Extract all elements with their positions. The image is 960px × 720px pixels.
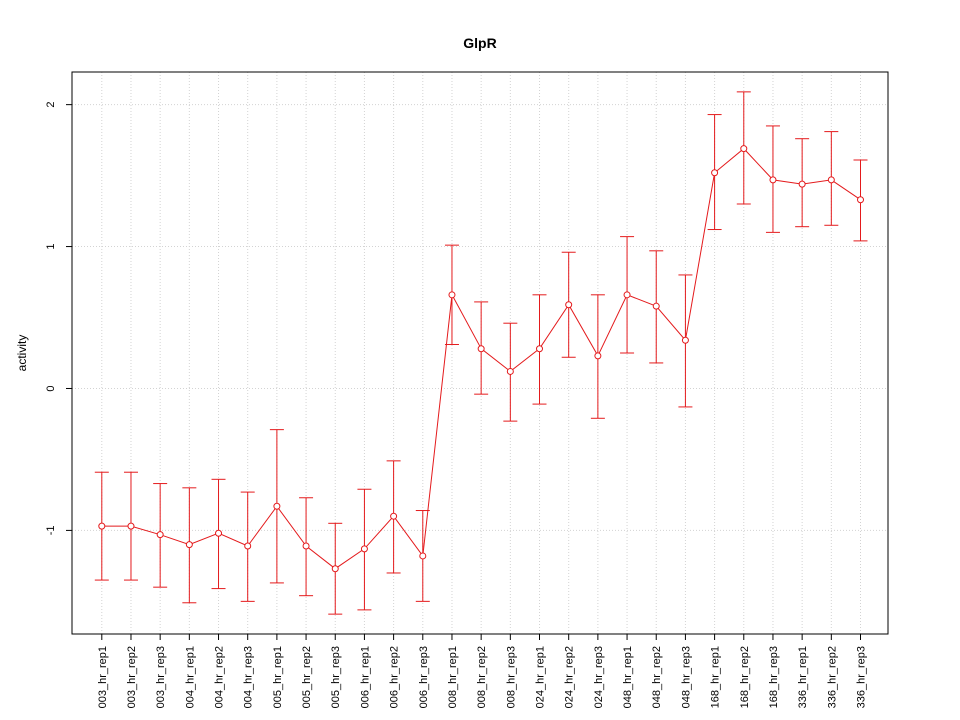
x-tick-label: 003_hr_rep2 <box>126 646 138 708</box>
data-point <box>98 522 106 530</box>
data-point <box>594 352 602 360</box>
data-point <box>156 531 164 539</box>
x-tick-label: 336_hr_rep1 <box>797 646 809 708</box>
y-tick-label: 2 <box>45 102 57 108</box>
y-axis-label: activity <box>15 335 29 372</box>
x-tick-label: 005_hr_rep3 <box>330 646 342 708</box>
data-point <box>419 552 427 560</box>
plot-frame <box>71 71 889 635</box>
data-point <box>857 196 864 204</box>
axis-layer: -1 0 1 2 003_hr_rep1 003_hr_rep2 003_hr_rep3 00… <box>45 102 868 709</box>
x-tick-label: 008_hr_rep1 <box>447 646 459 708</box>
x-tick-label: 168_hr_rep1 <box>710 646 722 708</box>
data-point <box>127 522 135 530</box>
data-point <box>273 502 281 510</box>
x-tick-label: 006_hr_rep1 <box>359 646 371 708</box>
data-point <box>798 180 806 188</box>
chart-title: GlpR <box>463 35 496 51</box>
data-point <box>769 176 777 184</box>
x-tick-label: 008_hr_rep2 <box>476 646 488 708</box>
x-tick-label: 048_hr_rep1 <box>622 646 634 708</box>
grid-layer <box>72 72 888 634</box>
data-point <box>711 169 719 177</box>
data-point <box>360 545 368 553</box>
x-tick-label: 024_hr_rep2 <box>564 646 576 708</box>
x-tick-label: 048_hr_rep3 <box>680 646 692 708</box>
data-point <box>244 542 252 550</box>
data-point <box>536 345 544 353</box>
series-layer <box>94 91 868 615</box>
data-point <box>302 542 310 550</box>
x-tick-label: 003_hr_rep1 <box>97 646 109 708</box>
data-point <box>331 565 339 573</box>
x-tick-label: 024_hr_rep1 <box>535 646 547 708</box>
data-point <box>185 541 193 549</box>
x-tick-label: 336_hr_rep3 <box>856 646 868 708</box>
x-tick-label: 005_hr_rep2 <box>301 646 313 708</box>
x-tick-label: 004_hr_rep3 <box>243 646 255 708</box>
x-tick-label: 004_hr_rep1 <box>184 646 196 708</box>
x-tick-label: 006_hr_rep2 <box>389 646 401 708</box>
data-point <box>477 345 485 353</box>
x-tick-label: 008_hr_rep3 <box>505 646 517 708</box>
data-point <box>390 512 398 520</box>
data-point <box>827 176 835 184</box>
y-tick-label: -1 <box>45 526 57 536</box>
y-tick-label: 1 <box>45 244 57 250</box>
x-tick-label: 003_hr_rep3 <box>155 646 167 708</box>
x-tick-label: 168_hr_rep2 <box>739 646 751 708</box>
data-point <box>506 367 514 375</box>
data-point <box>652 302 660 310</box>
x-tick-label: 006_hr_rep3 <box>418 646 430 708</box>
x-tick-label: 168_hr_rep3 <box>768 646 780 708</box>
data-point <box>623 291 631 299</box>
data-point <box>740 145 748 153</box>
data-point <box>448 291 456 299</box>
x-tick-label: 336_hr_rep2 <box>826 646 838 708</box>
x-tick-label: 004_hr_rep2 <box>214 646 226 708</box>
x-tick-label: 048_hr_rep2 <box>651 646 663 708</box>
data-point <box>215 529 223 537</box>
data-point <box>681 336 689 344</box>
data-point <box>565 301 573 309</box>
y-tick-label: 0 <box>45 385 57 391</box>
x-tick-label: 024_hr_rep3 <box>593 646 605 708</box>
x-tick-label: 005_hr_rep1 <box>272 646 284 708</box>
